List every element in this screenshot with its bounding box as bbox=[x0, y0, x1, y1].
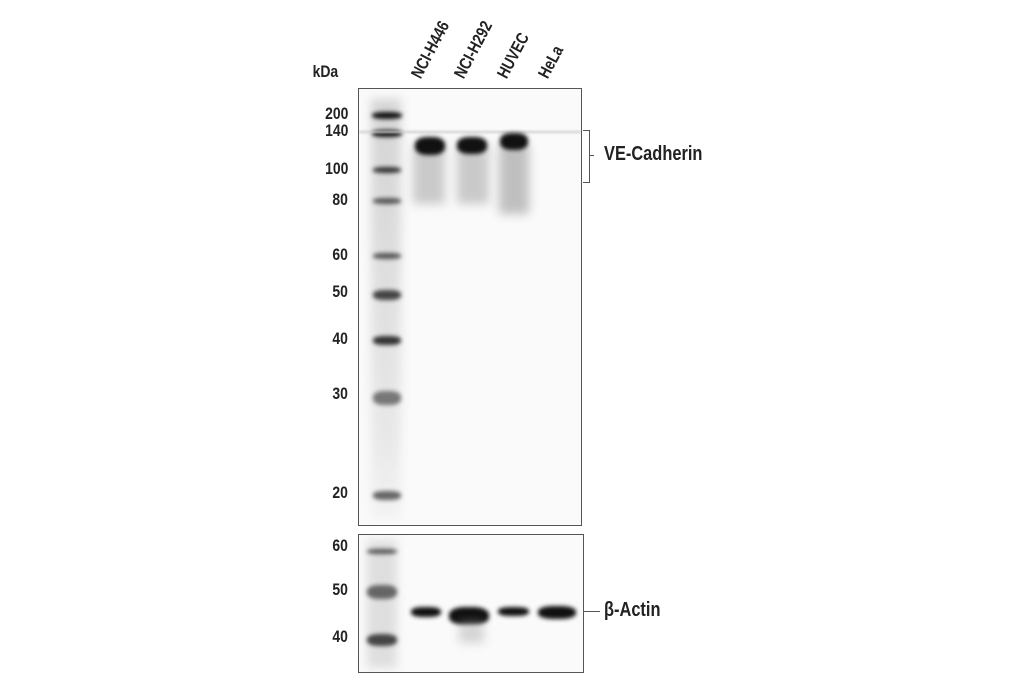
ladder-band bbox=[367, 634, 397, 646]
ladder-band bbox=[373, 391, 401, 405]
lane-smear bbox=[457, 144, 489, 204]
marker-50: 50 bbox=[332, 580, 348, 599]
marker-40: 40 bbox=[332, 329, 348, 348]
marker-140: 140 bbox=[324, 121, 348, 140]
actin-band-lane-1 bbox=[411, 607, 441, 617]
target-label-top: VE-Cadherin bbox=[604, 143, 703, 165]
ladder-smear bbox=[367, 540, 397, 668]
lane-label-2: NCI-H292 bbox=[450, 17, 497, 82]
ladder-band bbox=[367, 549, 397, 554]
target-band-lane-2 bbox=[457, 137, 487, 154]
target-line bbox=[583, 611, 600, 612]
marker-30: 30 bbox=[332, 384, 348, 403]
lane-smear bbox=[499, 144, 529, 214]
lane-smear bbox=[459, 623, 484, 643]
marker-200: 200 bbox=[324, 104, 348, 123]
ladder-smear bbox=[371, 99, 401, 519]
lane-label-1: NCI-H446 bbox=[407, 17, 454, 82]
target-band-lane-3 bbox=[500, 133, 528, 150]
ladder-band bbox=[373, 290, 401, 300]
lane-label-3: HUVEC bbox=[493, 29, 534, 82]
ladder-band bbox=[367, 585, 397, 599]
lane-label-4: HeLa bbox=[534, 42, 568, 82]
marker-60: 60 bbox=[332, 536, 348, 555]
ladder-band bbox=[373, 253, 401, 259]
ladder-band bbox=[373, 336, 401, 345]
ladder-band bbox=[373, 491, 401, 500]
ladder-band bbox=[373, 167, 401, 173]
blot-panel-bottom bbox=[358, 534, 584, 673]
bracket bbox=[583, 130, 590, 183]
actin-band-lane-2 bbox=[449, 607, 489, 625]
unit-label: kDa bbox=[312, 62, 338, 81]
marker-60: 60 bbox=[332, 245, 348, 264]
actin-band-lane-3 bbox=[498, 607, 529, 616]
marker-100: 100 bbox=[324, 159, 348, 178]
membrane-line bbox=[359, 131, 581, 133]
marker-80: 80 bbox=[332, 190, 348, 209]
ladder-band bbox=[372, 112, 402, 119]
ladder-band bbox=[372, 130, 402, 137]
marker-20: 20 bbox=[332, 483, 348, 502]
marker-40: 40 bbox=[332, 627, 348, 646]
ladder-band bbox=[373, 198, 401, 204]
actin-band-lane-4 bbox=[538, 606, 576, 619]
bracket-tick bbox=[589, 155, 594, 156]
blot-panel-top bbox=[358, 88, 582, 526]
target-band-lane-1 bbox=[415, 137, 445, 155]
marker-50: 50 bbox=[332, 282, 348, 301]
target-label-bottom: β-Actin bbox=[604, 599, 661, 621]
